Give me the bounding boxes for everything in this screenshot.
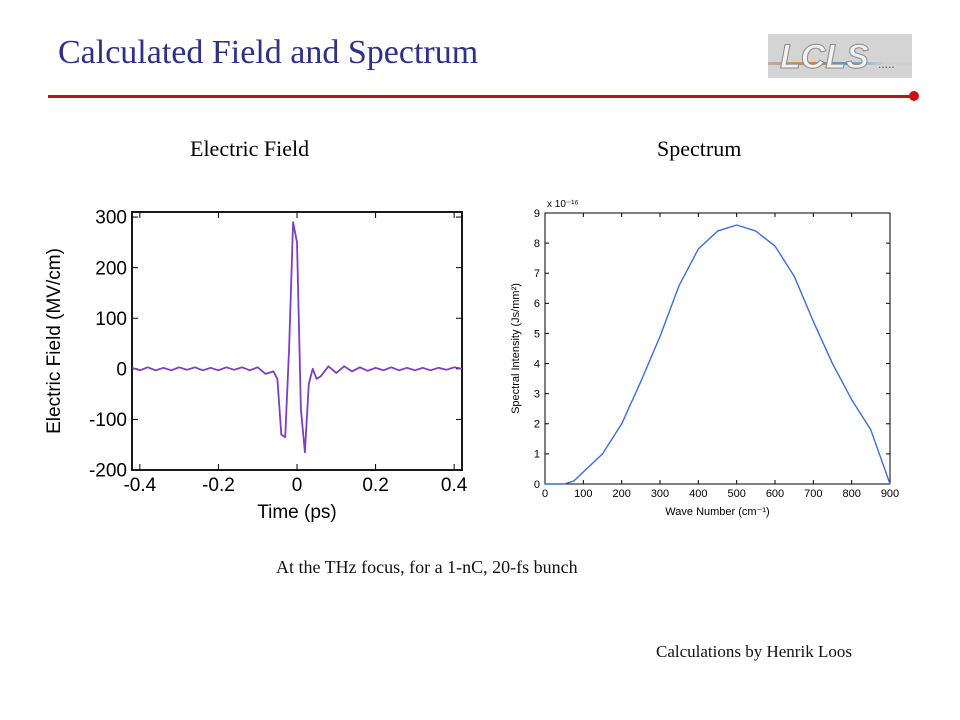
spectrum-y-tick-label: 8	[534, 238, 540, 250]
credit-line: Calculations by Henrik Loos	[656, 642, 852, 661]
spectrum-y-tick-label: 9	[534, 208, 540, 220]
spectrum-x-tick-label: 700	[804, 488, 822, 500]
field-x-tick-label: 0.2	[362, 475, 388, 496]
spectrum-series-line	[545, 224, 891, 485]
page-title: Calculated Field and Spectrum	[58, 34, 479, 71]
field-x-tick-label: -0.2	[202, 475, 235, 496]
spectrum-x-tick-label: 500	[727, 488, 745, 500]
spectrum-x-tick-label: 300	[651, 488, 669, 500]
electric-field-chart: -0.4 -0.2 0 0.2 0.4 -200 -100 0 100 200 300 Time (p…	[44, 208, 468, 523]
title-rule	[48, 95, 914, 98]
spectrum-y-axis-label: Spectral Intensity (Js/mm²)	[510, 283, 522, 414]
field-x-tick-label: 0.4	[441, 475, 468, 496]
spectrum-plot-frame	[544, 212, 891, 485]
field-y-tick-label: 200	[95, 258, 127, 279]
svg-text:.....: .....	[878, 57, 895, 71]
spectrum-y-tick-label: 7	[534, 268, 540, 280]
title-rule-dot	[909, 91, 919, 101]
spectrum-heading: Spectrum	[657, 136, 742, 161]
spectrum-x-tick-label: 100	[574, 488, 592, 500]
svg-text:LCLS: LCLS	[780, 38, 869, 76]
field-y-tick-label: 100	[95, 309, 127, 330]
spectrum-x-axis-label: Wave Number (cm⁻¹)	[665, 506, 769, 518]
electric-field-heading: Electric Field	[190, 136, 310, 161]
spectrum-y-tick-label: 1	[534, 449, 540, 461]
spectrum-x-tick-label: 900	[881, 488, 899, 500]
spectrum-chart: 0 100 200 300 400 500 600 700 800 900 0 1 2 3 4 5 6 7 8 9 Wa…	[510, 199, 899, 518]
spectrum-scale-label: x 10⁻¹⁶	[547, 199, 579, 210]
field-y-tick-label: -100	[89, 410, 127, 431]
field-series-line	[131, 221, 463, 454]
field-x-axis-label: Time (ps)	[257, 502, 337, 523]
spectrum-x-tick-label: 800	[842, 488, 860, 500]
field-y-tick-label: 0	[116, 359, 127, 380]
spectrum-x-tick-label: 0	[542, 488, 548, 500]
lcls-logo: LCLS .....	[768, 34, 912, 78]
spectrum-x-tick-label: 400	[689, 488, 707, 500]
field-y-tick-label: 300	[95, 208, 127, 229]
field-y-axis-label: Electric Field (MV/cm)	[44, 248, 65, 434]
spectrum-y-tick-label: 6	[534, 298, 540, 310]
figure-caption: At the THz focus, for a 1-nC, 20-fs bunc…	[276, 557, 578, 577]
spectrum-y-tick-label: 5	[534, 328, 540, 340]
field-x-tick-label: 0	[292, 475, 303, 496]
field-y-tick-label: -200	[89, 461, 127, 482]
spectrum-y-tick-label: 0	[534, 479, 540, 491]
field-x-tick-label: -0.4	[123, 475, 156, 496]
spectrum-x-tick-label: 600	[766, 488, 784, 500]
spectrum-x-tick-label: 200	[612, 488, 630, 500]
spectrum-y-tick-label: 3	[534, 389, 540, 401]
spectrum-y-tick-label: 2	[534, 419, 540, 431]
spectrum-y-tick-label: 4	[534, 358, 540, 370]
